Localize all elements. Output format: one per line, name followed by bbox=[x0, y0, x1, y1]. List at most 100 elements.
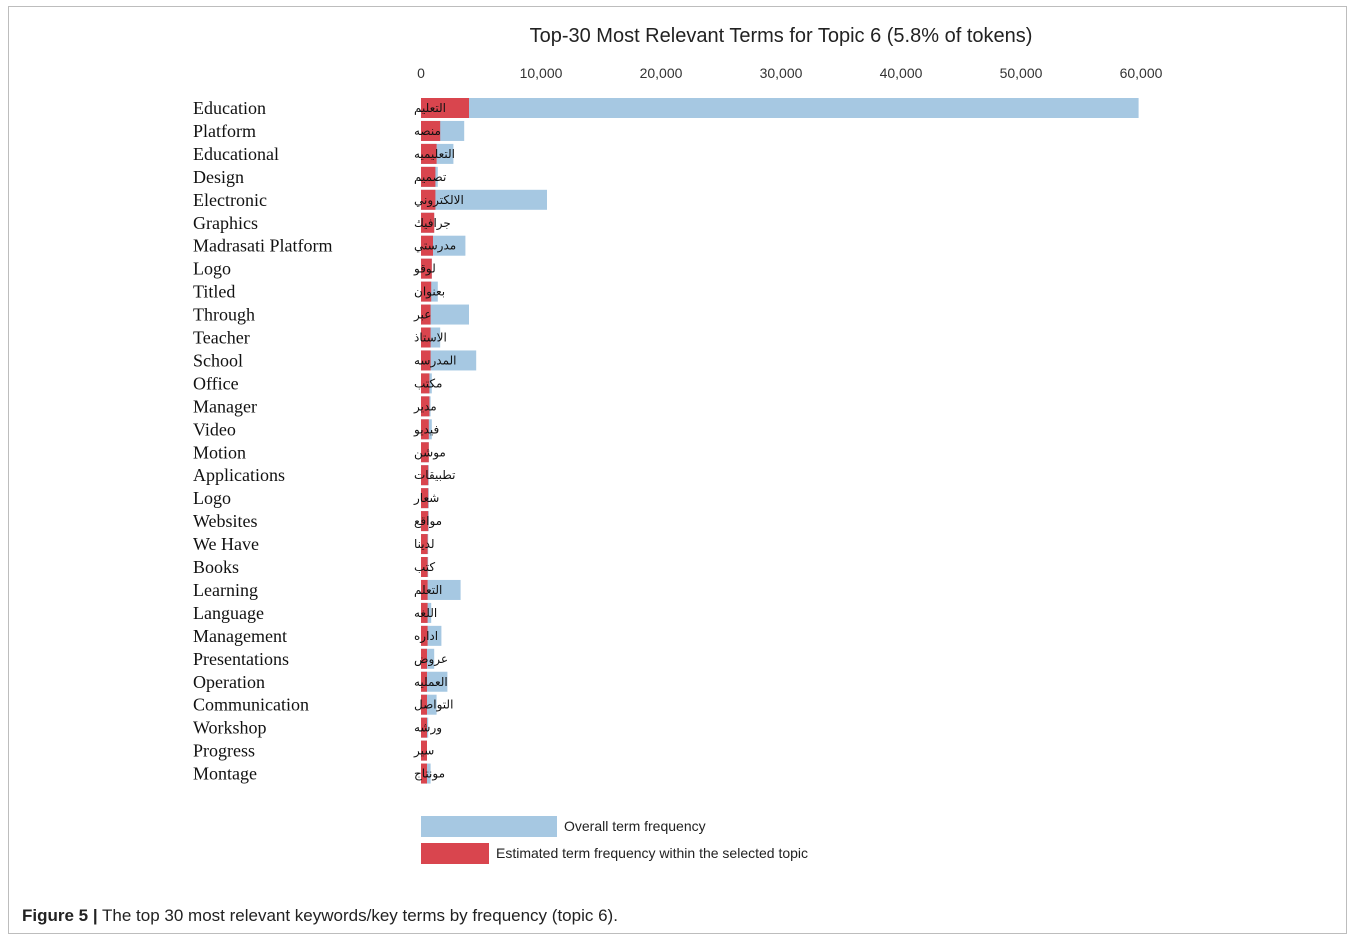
arabic-term-label: التعليم bbox=[414, 101, 446, 115]
topic-frequency-bar bbox=[421, 625, 428, 646]
english-term-label: Education bbox=[193, 98, 266, 118]
english-term-label: Teacher bbox=[193, 328, 250, 348]
topic-frequency-bar bbox=[421, 419, 429, 440]
arabic-term-label: جرافيك bbox=[414, 216, 451, 231]
topic-frequency-bar bbox=[421, 740, 427, 761]
english-term-label: Management bbox=[193, 626, 287, 646]
english-term-label: Manager bbox=[193, 396, 257, 416]
topic-frequency-bar bbox=[421, 557, 428, 577]
arabic-term-label: مدرستي bbox=[414, 239, 456, 254]
arabic-term-label: فيديو bbox=[413, 422, 439, 437]
x-tick-label: 40,000 bbox=[880, 65, 923, 81]
legend: Overall term frequency Estimated term fr… bbox=[421, 816, 808, 864]
topic-frequency-bar bbox=[421, 465, 429, 486]
topic-frequency-bar bbox=[421, 327, 431, 348]
topic-frequency-bar bbox=[421, 258, 432, 279]
english-term-label: Design bbox=[193, 167, 244, 187]
figure-frame bbox=[8, 6, 1347, 934]
x-tick-label: 50,000 bbox=[1000, 65, 1043, 81]
english-term-label: Motion bbox=[193, 442, 246, 462]
english-term-labels: Education Platform Educational Design Electr… bbox=[193, 98, 332, 784]
arabic-term-label: لوقو bbox=[413, 262, 436, 277]
x-tick-label: 0 bbox=[417, 65, 425, 81]
x-tick-label: 60,000 bbox=[1120, 65, 1163, 81]
caption-text: The top 30 most relevant keywords/key te… bbox=[102, 906, 618, 925]
arabic-term-label: تصميم bbox=[414, 170, 446, 184]
english-term-label: Learning bbox=[193, 580, 258, 600]
arabic-term-label: كتب bbox=[414, 560, 435, 574]
topic-frequency-bar bbox=[421, 579, 428, 600]
arabic-term-label: التواصل bbox=[414, 698, 453, 713]
english-term-label: Office bbox=[193, 373, 239, 393]
arabic-term-label: اداره bbox=[414, 629, 438, 644]
arabic-term-label: اللغه bbox=[414, 606, 437, 620]
english-term-label: Progress bbox=[193, 741, 255, 761]
arabic-term-label: شعار bbox=[413, 491, 439, 506]
english-term-label: Presentations bbox=[193, 649, 289, 669]
arabic-term-label: لدينا bbox=[414, 537, 435, 551]
topic-frequency-bar bbox=[421, 717, 427, 738]
topic-frequency-bar bbox=[421, 648, 427, 669]
overall-frequency-bar bbox=[421, 671, 448, 692]
english-term-label: Books bbox=[193, 557, 239, 577]
figure-caption: Figure 5 | The top 30 most relevant keyw… bbox=[22, 906, 618, 926]
topic-frequency-bar bbox=[421, 442, 429, 463]
arabic-term-label: مواقع bbox=[414, 514, 442, 529]
english-term-label: We Have bbox=[193, 534, 259, 554]
english-term-label: Through bbox=[193, 305, 255, 325]
topic-frequency-bar bbox=[421, 281, 432, 302]
topic-frequency-bar bbox=[421, 143, 437, 164]
x-tick-label: 10,000 bbox=[520, 65, 563, 81]
arabic-term-label: مكتب bbox=[414, 376, 442, 390]
arabic-term-label: المدرسه bbox=[414, 353, 457, 368]
topic-frequency-bar bbox=[421, 235, 433, 256]
overall-frequency-bar bbox=[421, 304, 469, 325]
english-term-label: Logo bbox=[193, 259, 231, 279]
arabic-term-label: التعلم bbox=[414, 583, 442, 597]
overall-frequency-bar bbox=[421, 189, 547, 210]
english-term-label: Applications bbox=[193, 465, 285, 485]
arabic-term-label: التعليميه bbox=[414, 147, 455, 161]
topic-frequency-bar bbox=[421, 671, 427, 692]
caption-label: Figure 5 | bbox=[22, 906, 98, 925]
topic-frequency-bar bbox=[421, 166, 436, 187]
english-term-label: Platform bbox=[193, 121, 256, 141]
arabic-term-label: عروض bbox=[414, 652, 448, 667]
topic-frequency-bar bbox=[421, 189, 436, 210]
english-term-label: Electronic bbox=[193, 190, 267, 210]
legend-topic-swatch bbox=[421, 843, 489, 864]
topic-frequency-bar bbox=[421, 534, 428, 555]
english-term-label: Video bbox=[193, 419, 236, 439]
arabic-term-label: مدير bbox=[413, 399, 437, 414]
bar-chart: Top-30 Most Relevant Terms for Topic 6 (… bbox=[193, 25, 1163, 864]
topic-frequency-bar bbox=[421, 373, 430, 394]
arabic-term-label: سير bbox=[413, 744, 434, 759]
english-term-label: Operation bbox=[193, 672, 265, 692]
english-term-label: Language bbox=[193, 603, 264, 623]
arabic-term-label: الاستاذ bbox=[414, 331, 447, 345]
legend-overall-label: Overall term frequency bbox=[564, 818, 706, 834]
arabic-term-label: مونتاج bbox=[414, 767, 445, 782]
x-tick-label: 30,000 bbox=[760, 65, 803, 81]
topic-frequency-bar bbox=[421, 350, 431, 371]
overall-frequency-bar bbox=[421, 98, 1139, 118]
arabic-term-label: ورشه bbox=[414, 721, 442, 736]
arabic-term-labels: التعليم منصه التعليميه تصميم الالكتروني جرافي… bbox=[413, 101, 464, 782]
topic-frequency-bar bbox=[421, 488, 429, 509]
english-term-label: Logo bbox=[193, 488, 231, 508]
arabic-term-label: منصه bbox=[414, 124, 441, 138]
topic-frequency-bar bbox=[421, 120, 441, 141]
x-tick-label: 20,000 bbox=[640, 65, 683, 81]
topic-frequency-bar bbox=[421, 694, 427, 715]
arabic-term-label: بعنوان bbox=[414, 285, 445, 300]
arabic-term-label: موشن bbox=[414, 445, 446, 460]
topic-frequency-bar bbox=[421, 763, 427, 784]
topic-frequency-bars bbox=[421, 98, 469, 784]
topic-frequency-bar bbox=[421, 212, 435, 233]
overall-frequency-bar bbox=[421, 579, 461, 600]
topic-frequency-bar bbox=[421, 511, 429, 532]
legend-overall-swatch bbox=[421, 816, 557, 837]
english-term-label: Montage bbox=[193, 764, 257, 784]
x-axis-ticks: 0 10,000 20,000 30,000 40,000 50,000 60,000 bbox=[417, 65, 1163, 81]
arabic-term-label: عبر bbox=[413, 308, 431, 323]
